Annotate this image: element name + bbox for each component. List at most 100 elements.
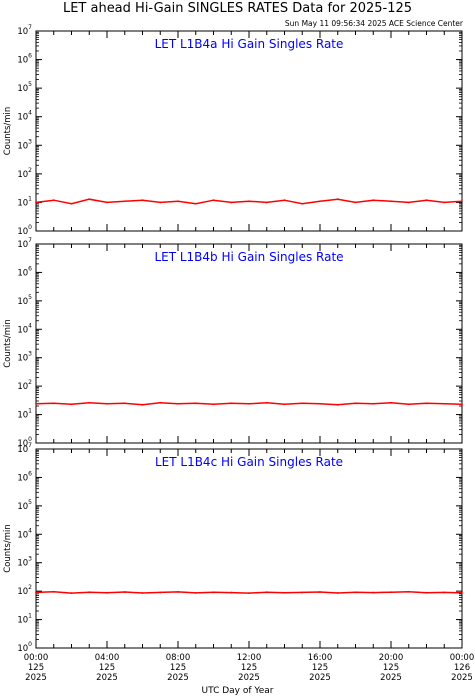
y-tick-label: 102 [17, 379, 32, 392]
y-tick-label: 106 [17, 265, 32, 278]
data-point [372, 199, 375, 202]
data-point [336, 198, 339, 201]
data-point [425, 402, 428, 405]
data-point [390, 200, 392, 203]
x-tick-label-time: 16:00 [308, 653, 333, 663]
data-point [336, 592, 339, 594]
y-tick-label: 107 [17, 24, 32, 37]
y-tick-label: 106 [17, 53, 32, 66]
y-tick-label: 105 [17, 81, 32, 94]
data-point [319, 591, 321, 593]
data-point [141, 199, 144, 202]
data-point [407, 201, 410, 204]
y-axis-label: Counts/min [3, 319, 13, 368]
data-point [177, 591, 179, 593]
data-point [390, 401, 392, 404]
data-point [425, 199, 428, 202]
generation-timestamp: Sun May 11 09:56:34 2025 ACE Science Cen… [284, 19, 463, 28]
x-tick-label-doy: 125 [170, 663, 186, 673]
x-tick-label-year: 2025 [167, 673, 189, 683]
data-point [372, 402, 375, 405]
x-tick-label-time: 12:00 [237, 653, 262, 663]
data-point [461, 591, 463, 594]
x-tick-label-doy: 125 [383, 663, 399, 673]
data-point [461, 403, 463, 406]
data-point [319, 200, 321, 203]
y-tick-label: 105 [17, 499, 32, 512]
data-point [52, 590, 55, 593]
data-point [283, 591, 286, 594]
panel-title: LET L1B4b Hi Gain Singles Rate [154, 250, 343, 264]
data-point [212, 591, 215, 594]
x-tick-label-time: 20:00 [379, 653, 404, 663]
y-axis-label: Counts/min [3, 107, 13, 156]
data-point [194, 402, 197, 405]
data-point [106, 402, 108, 405]
data-point [52, 402, 55, 405]
x-tick-label-year: 2025 [238, 673, 260, 683]
plot-frame [35, 448, 463, 649]
data-point [212, 403, 215, 406]
panel-title: LET L1B4c Hi Gain Singles Rate [155, 455, 343, 469]
x-tick-label-year: 2025 [25, 673, 47, 683]
data-point [52, 199, 55, 202]
data-point [372, 591, 375, 594]
data-point [265, 401, 268, 404]
x-tick-label-doy: 125 [28, 663, 44, 673]
data-point [177, 402, 179, 405]
data-point [194, 202, 197, 205]
y-tick-label: 107 [17, 237, 32, 250]
data-point [212, 199, 215, 202]
x-tick-label-doy: 125 [312, 663, 328, 673]
data-point [354, 591, 357, 594]
data-point [35, 201, 37, 204]
data-point [123, 591, 126, 593]
data-point [35, 591, 37, 594]
data-point [461, 200, 463, 203]
x-tick-label-year: 2025 [380, 673, 402, 683]
data-point [70, 592, 73, 595]
data-point [159, 401, 162, 404]
data-point [265, 591, 268, 594]
y-tick-label: 101 [17, 408, 32, 421]
data-point [230, 591, 233, 594]
data-point [336, 403, 339, 406]
data-point [230, 201, 233, 204]
data-point [159, 201, 162, 204]
y-tick-label: 103 [17, 556, 32, 569]
data-point [248, 592, 250, 595]
data-point [407, 590, 410, 593]
data-point [443, 402, 446, 405]
data-point [194, 591, 197, 594]
y-tick-label: 104 [17, 110, 32, 123]
y-tick-label: 104 [17, 527, 32, 540]
data-point [425, 591, 428, 594]
data-point [159, 591, 162, 594]
x-tick-label-year: 2025 [96, 673, 118, 683]
x-tick-label-doy: 126 [454, 663, 470, 673]
data-point [283, 199, 286, 202]
data-point [141, 592, 144, 594]
data-point [301, 202, 304, 205]
x-tick-label-time: 08:00 [166, 653, 191, 663]
figure-title: LET ahead Hi-Gain SINGLES RATES Data for… [62, 1, 413, 16]
y-tick-label: 101 [17, 195, 32, 208]
data-point [443, 591, 446, 594]
y-tick-label: 104 [17, 322, 32, 335]
panel-1: 100 101 102 103 104 105 106 107 Counts/min LET L1… [3, 24, 463, 237]
data-point [230, 402, 233, 405]
x-tick-label-time: 04:00 [95, 653, 120, 663]
x-tick-label-doy: 125 [99, 663, 115, 673]
data-point [35, 402, 37, 405]
x-tick-label-year: 2025 [309, 673, 331, 683]
data-point [301, 402, 304, 405]
data-point [301, 591, 304, 594]
data-point [88, 198, 91, 201]
data-point [443, 201, 446, 204]
data-point [354, 402, 357, 405]
data-point [265, 201, 268, 204]
data-point [70, 202, 73, 205]
